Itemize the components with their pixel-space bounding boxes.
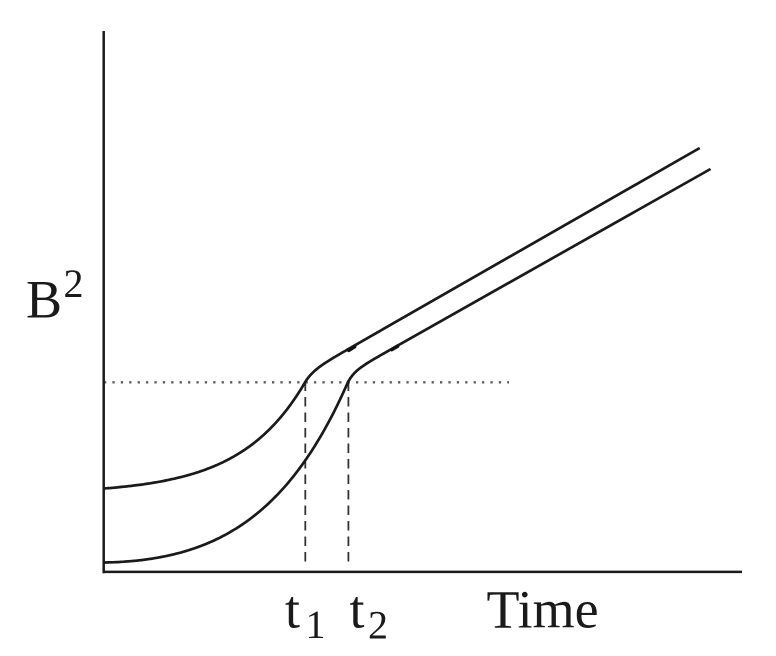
svg-text:1: 1 <box>306 602 326 647</box>
svg-text:2: 2 <box>368 603 388 648</box>
svg-text:Time: Time <box>487 579 599 639</box>
svg-text:2: 2 <box>64 261 84 306</box>
svg-text:B: B <box>26 270 62 330</box>
svg-text:t: t <box>285 580 300 640</box>
svg-text:t: t <box>350 580 365 640</box>
